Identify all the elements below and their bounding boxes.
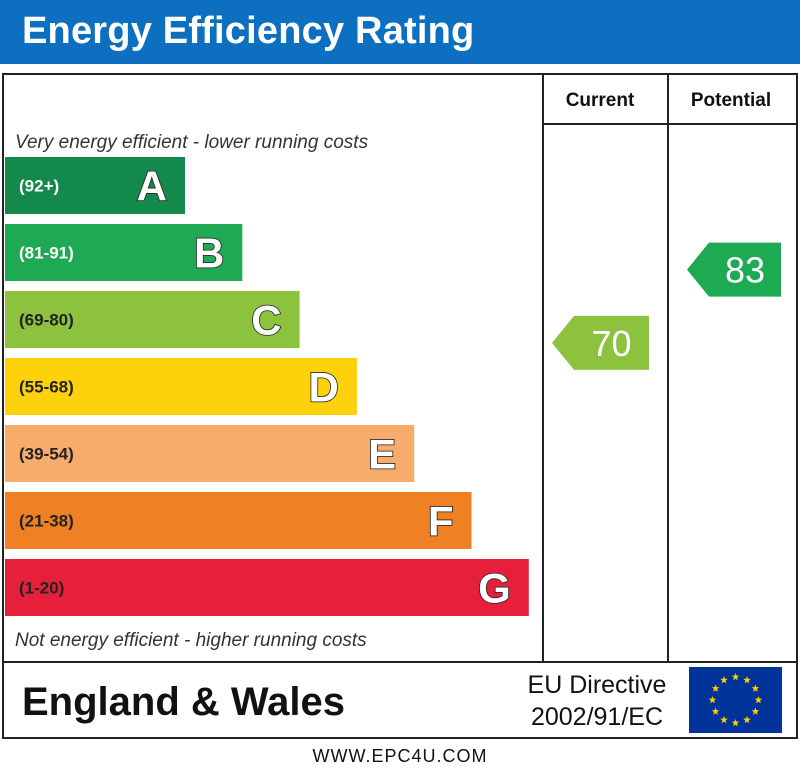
band-g: (1-20) G (5, 559, 529, 616)
band-f: (21-38) F (5, 492, 472, 549)
eu-star-icon (754, 696, 763, 704)
band-c: (69-80) C (5, 291, 300, 348)
eu-star-icon (743, 715, 751, 724)
band-b-bar (5, 224, 243, 281)
energy-rating-chart: Current Potential Very energy efficient … (2, 73, 798, 739)
chart-frame (2, 73, 798, 739)
band-d-bar (5, 358, 357, 415)
band-e-letter: E (368, 431, 396, 478)
rating-bands: (92+) A (81-91) B (69-80) C (55-68) D (39-54) E (2… (5, 157, 529, 616)
eu-star-icon (711, 684, 720, 692)
band-a-bar (5, 157, 185, 214)
eu-star-icon (743, 676, 751, 684)
band-f-bar (5, 492, 472, 549)
band-a: (92+) A (5, 157, 185, 214)
eu-star-icon (720, 676, 728, 684)
potential-arrow-shape (687, 242, 781, 297)
band-f-letter: F (428, 498, 454, 545)
eu-directive-label: EU Directive (528, 671, 667, 699)
current-header: Current (566, 90, 635, 111)
eu-star-icon (751, 707, 760, 715)
band-d-range: (55-68) (19, 378, 74, 397)
title-bar: Energy Efficiency Rating (0, 0, 800, 64)
band-g-bar (5, 559, 529, 616)
band-e-range: (39-54) (19, 445, 74, 464)
potential-score-arrow: 83 (687, 242, 781, 297)
eu-star-icon (731, 719, 740, 727)
band-b: (81-91) B (5, 224, 243, 281)
band-b-range: (81-91) (19, 244, 74, 263)
band-g-letter: G (478, 565, 511, 612)
band-b-letter: B (194, 230, 224, 277)
band-c-range: (69-80) (19, 311, 74, 330)
current-arrow-shape (552, 315, 649, 370)
current-score-value: 70 (591, 323, 631, 364)
eu-directive-number: 2002/91/EC (531, 703, 663, 731)
band-d: (55-68) D (5, 358, 357, 415)
eu-flag-icon (689, 667, 782, 733)
band-d-letter: D (309, 364, 339, 411)
footer-url: WWW.EPC4U.COM (312, 746, 488, 766)
eu-flag-stars (708, 673, 763, 727)
potential-score-value: 83 (725, 250, 765, 291)
eu-star-icon (751, 684, 760, 692)
eu-star-icon (711, 707, 720, 715)
top-caption: Very energy efficient - lower running co… (15, 132, 369, 153)
eu-star-icon (731, 673, 740, 681)
band-f-range: (21-38) (19, 512, 74, 531)
eu-star-icon (708, 696, 717, 704)
potential-header: Potential (691, 90, 771, 111)
band-c-letter: C (251, 297, 281, 344)
eu-star-icon (720, 715, 728, 724)
region-label: England & Wales (22, 680, 345, 724)
band-e: (39-54) E (5, 425, 415, 482)
band-a-letter: A (137, 163, 167, 210)
bottom-caption: Not energy efficient - higher running co… (15, 630, 367, 651)
band-a-range: (92+) (19, 177, 59, 196)
band-e-bar (5, 425, 415, 482)
chart-title: Energy Efficiency Rating (22, 10, 475, 52)
current-score-arrow: 70 (552, 315, 649, 370)
band-c-bar (5, 291, 300, 348)
band-g-range: (1-20) (19, 579, 64, 598)
